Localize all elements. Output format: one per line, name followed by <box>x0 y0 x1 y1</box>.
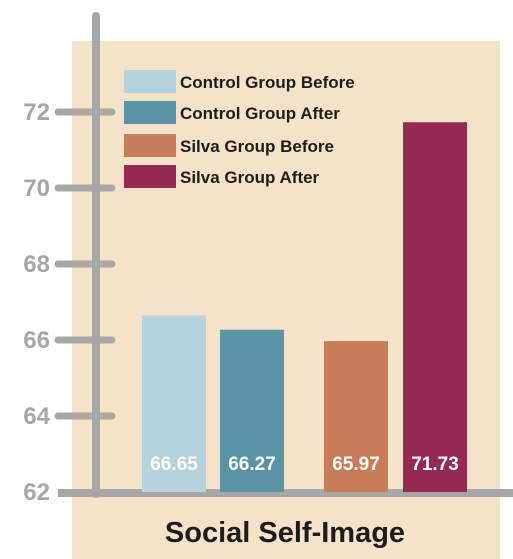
bar <box>324 341 388 492</box>
data-label: 71.73 <box>411 454 459 475</box>
y-tick-label: 70 <box>23 175 50 202</box>
data-label: 66.65 <box>150 454 198 475</box>
y-tick-label: 72 <box>23 99 50 126</box>
legend-label: Silva Group Before <box>180 137 334 156</box>
axis-layer: 62 64 66 68 70 72 <box>23 12 513 506</box>
chart-title: Social Self-Image <box>165 517 405 549</box>
legend-label: Control Group After <box>180 104 340 123</box>
legend-swatch <box>124 165 176 188</box>
legend: Control Group Before Control Group After S… <box>124 70 355 188</box>
legend-swatch <box>124 134 176 157</box>
data-label: 65.97 <box>332 454 380 475</box>
y-tick-label: 68 <box>23 251 50 278</box>
y-tick-label: 62 <box>23 479 50 506</box>
legend-swatch <box>124 101 176 124</box>
legend-label: Silva Group After <box>180 168 320 187</box>
legend-label: Control Group Before <box>180 73 355 92</box>
bar-layer: 66.65 66.27 65.97 71.73 <box>142 122 467 492</box>
bar <box>220 329 284 492</box>
bar <box>142 315 206 492</box>
y-tick-label: 66 <box>23 327 50 354</box>
y-tick-label: 64 <box>23 403 50 430</box>
legend-swatch <box>124 70 176 93</box>
data-label: 66.27 <box>228 454 276 475</box>
bar <box>403 122 467 492</box>
